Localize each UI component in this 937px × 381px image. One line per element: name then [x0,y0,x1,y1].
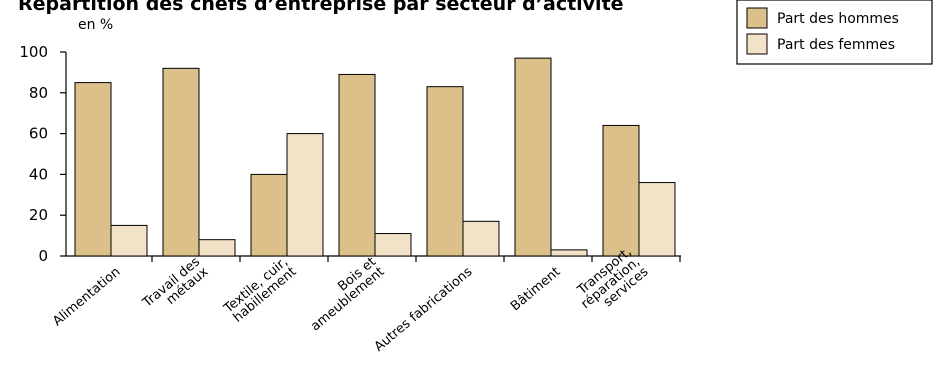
bar-femmes [110,224,148,257]
y-tick-label: 20 [29,206,48,224]
y-tick-label: 40 [29,165,48,183]
bar-femmes [374,233,412,257]
category-label-line: Bâtiment [508,264,563,314]
chart-title: Répartition des chefs d’entreprise par s… [18,0,624,15]
bar-hommes [74,82,112,257]
plot-area: 0 20 40 60 80 100 Alimentation Travail desmétau… [19,43,681,355]
category-label: Autres fabrications [372,264,476,355]
y-tick-label: 80 [29,84,48,102]
legend-swatch [746,7,768,29]
bar-femmes [638,182,676,257]
bar-femmes [198,239,236,257]
legend-label: Part des femmes [777,37,895,53]
y-axis-unit: en % [78,17,113,33]
category-label: Textile, cuir,habillement [221,255,300,326]
category-label: Bâtiment [508,264,563,314]
bar-hommes [602,124,640,257]
bar-femmes [462,220,500,257]
y-tick-label: 100 [19,43,48,61]
bar-hommes [338,73,376,257]
category-label-line: Alimentation [50,264,123,329]
bar-femmes [550,249,588,257]
y-tick-label: 60 [29,125,48,143]
y-tick-label: 0 [38,247,48,265]
category-label: Alimentation [50,264,123,329]
bar-hommes [250,173,288,257]
legend: Part des hommes Part des femmes [736,0,933,65]
bar-femmes [286,133,324,257]
category-label-line: Autres fabrications [372,264,476,355]
legend-swatch [746,33,768,55]
legend-frame [736,0,933,65]
legend-label: Part des hommes [777,11,899,27]
bar-hommes [514,57,552,257]
bar-hommes [162,67,200,257]
bar-hommes [426,86,464,257]
